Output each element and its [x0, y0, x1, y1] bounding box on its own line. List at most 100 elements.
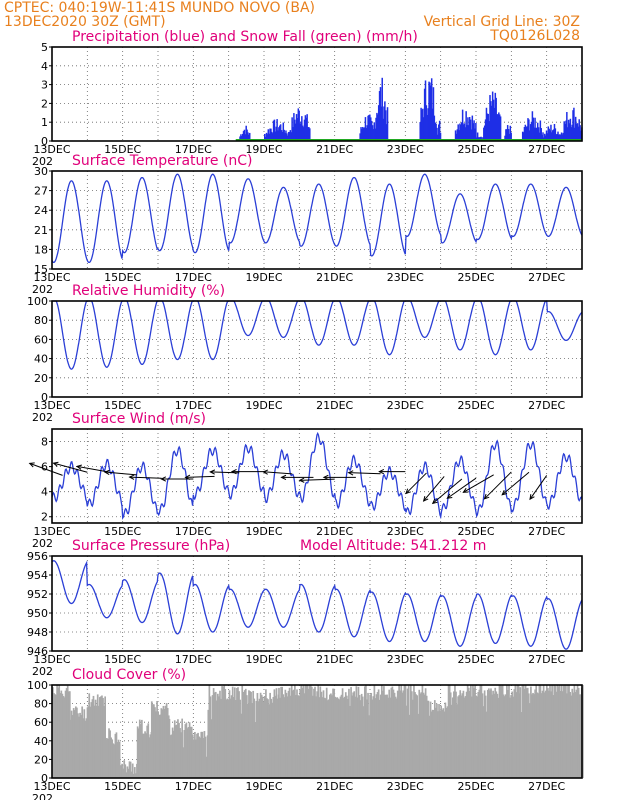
cloud-bar	[503, 696, 506, 778]
cloud-bar	[259, 692, 262, 778]
cloud-bar	[296, 689, 298, 778]
panel-precip: 0 1 2 3 4 5 13DEC 15DEC 17DEC 19DEC 21DEC 23DEC 25DE…	[32, 29, 583, 168]
cloud-bar	[469, 685, 472, 778]
cloud-bar	[258, 698, 261, 778]
precip-bar	[456, 129, 459, 141]
cloud-bar	[467, 687, 470, 778]
precip-bar	[424, 80, 427, 141]
cloud-bar	[61, 693, 64, 778]
cloud-bar	[513, 689, 516, 778]
cloud-bar	[236, 688, 238, 778]
precip-bar	[542, 132, 544, 141]
precip-bar	[461, 109, 464, 141]
cloud-bar	[412, 699, 414, 778]
cloud-bar	[410, 691, 413, 778]
precip-bar	[422, 108, 424, 141]
precip-bar	[499, 116, 502, 141]
precip-bar	[566, 112, 568, 141]
precip-bar	[379, 87, 382, 141]
cloud-bar	[261, 696, 264, 778]
cloud-bar	[422, 692, 425, 778]
wind-vector-arrow	[405, 472, 427, 494]
x-tick-label: 17DEC	[175, 399, 212, 412]
cloud-bar	[461, 693, 464, 778]
wind-vector-arrowhead	[462, 487, 469, 493]
precip-bar	[457, 124, 459, 141]
x-tick-label: 15DEC	[104, 143, 141, 156]
cloud-bar	[366, 699, 368, 778]
precip-bar	[371, 125, 374, 141]
cloud-bar	[557, 686, 560, 778]
cloud-bar	[492, 690, 494, 778]
cloud-bar	[465, 691, 468, 778]
precip-bar	[279, 125, 281, 141]
precip-bar	[298, 110, 300, 141]
cloud-bar	[404, 685, 407, 778]
cloud-bar	[137, 728, 140, 778]
cloud-bar	[212, 688, 215, 778]
precip-bar	[454, 130, 457, 141]
cloud-bar	[312, 695, 314, 778]
x-tick-label: 19DEC	[245, 780, 282, 793]
precip-bar	[436, 127, 438, 141]
panel-pressure: 946 948 950 952 954 956 13DEC 15DEC 17DEC 19DEC 21…	[27, 538, 583, 678]
cloud-bar	[142, 733, 144, 778]
wind-vector-arrowhead	[322, 474, 329, 481]
cloud-bar	[155, 711, 157, 778]
cloud-bar	[514, 685, 517, 778]
cloud-bar	[214, 691, 217, 778]
cloud-bar	[481, 693, 484, 778]
wind-vector-arrowhead	[501, 489, 508, 496]
cloud-bar	[139, 724, 142, 778]
y-tick-label: 4	[41, 60, 48, 73]
cloud-bar	[244, 688, 247, 778]
precip-bar	[496, 114, 498, 141]
cloud-bar	[519, 687, 522, 778]
cloud-bar	[73, 710, 76, 778]
cloud-bar	[92, 695, 95, 778]
cloud-bar	[439, 710, 441, 778]
precip-bar	[267, 129, 270, 141]
cloud-bar	[54, 694, 56, 778]
precip-bar	[369, 114, 371, 141]
wind-series-line	[51, 431, 583, 521]
cloud-bar	[105, 739, 107, 778]
panel-title: Relative Humidity (%)	[72, 283, 225, 299]
wind-vector-arrowhead	[184, 474, 191, 480]
cloud-bar	[119, 772, 121, 778]
precip-bar	[555, 134, 557, 141]
cloud-bar	[541, 690, 544, 778]
x-tick-label: 15DEC	[104, 399, 141, 412]
cloud-bar	[102, 697, 104, 778]
precip-bar	[428, 81, 430, 141]
precip-bar	[437, 134, 439, 141]
cloud-bar	[305, 685, 308, 778]
cloud-bar	[579, 694, 582, 778]
cloud-bar	[297, 695, 299, 778]
cloud-bar	[173, 720, 176, 778]
y-tick-label: 2	[41, 511, 48, 524]
cloud-bar	[268, 704, 270, 778]
cloud-bar	[128, 761, 131, 778]
cloud-bar	[442, 708, 445, 778]
cloud-bar	[529, 703, 531, 778]
precip-bar	[430, 85, 432, 141]
cloud-bar	[483, 690, 486, 778]
x-tick-label: 25DEC	[457, 780, 494, 793]
precip-bar	[306, 114, 308, 141]
cloud-bar	[474, 685, 476, 778]
x-tick-label: 23DEC	[387, 653, 424, 666]
wind-vector-arrowhead	[262, 469, 269, 475]
cloud-bar	[127, 768, 130, 778]
header-run-date: 13DEC2020 30Z (GMT)	[4, 14, 166, 30]
cloud-bar	[113, 744, 116, 778]
cloud-bar	[299, 689, 302, 778]
cloud-bar	[318, 697, 321, 778]
cloud-bar	[241, 685, 244, 778]
wind-vector-arrow	[185, 475, 215, 478]
cloud-bar	[506, 685, 508, 778]
cloud-bar	[526, 687, 529, 778]
precip-bar	[558, 134, 560, 141]
cloud-bar	[388, 689, 391, 778]
precip-bar	[359, 133, 361, 141]
